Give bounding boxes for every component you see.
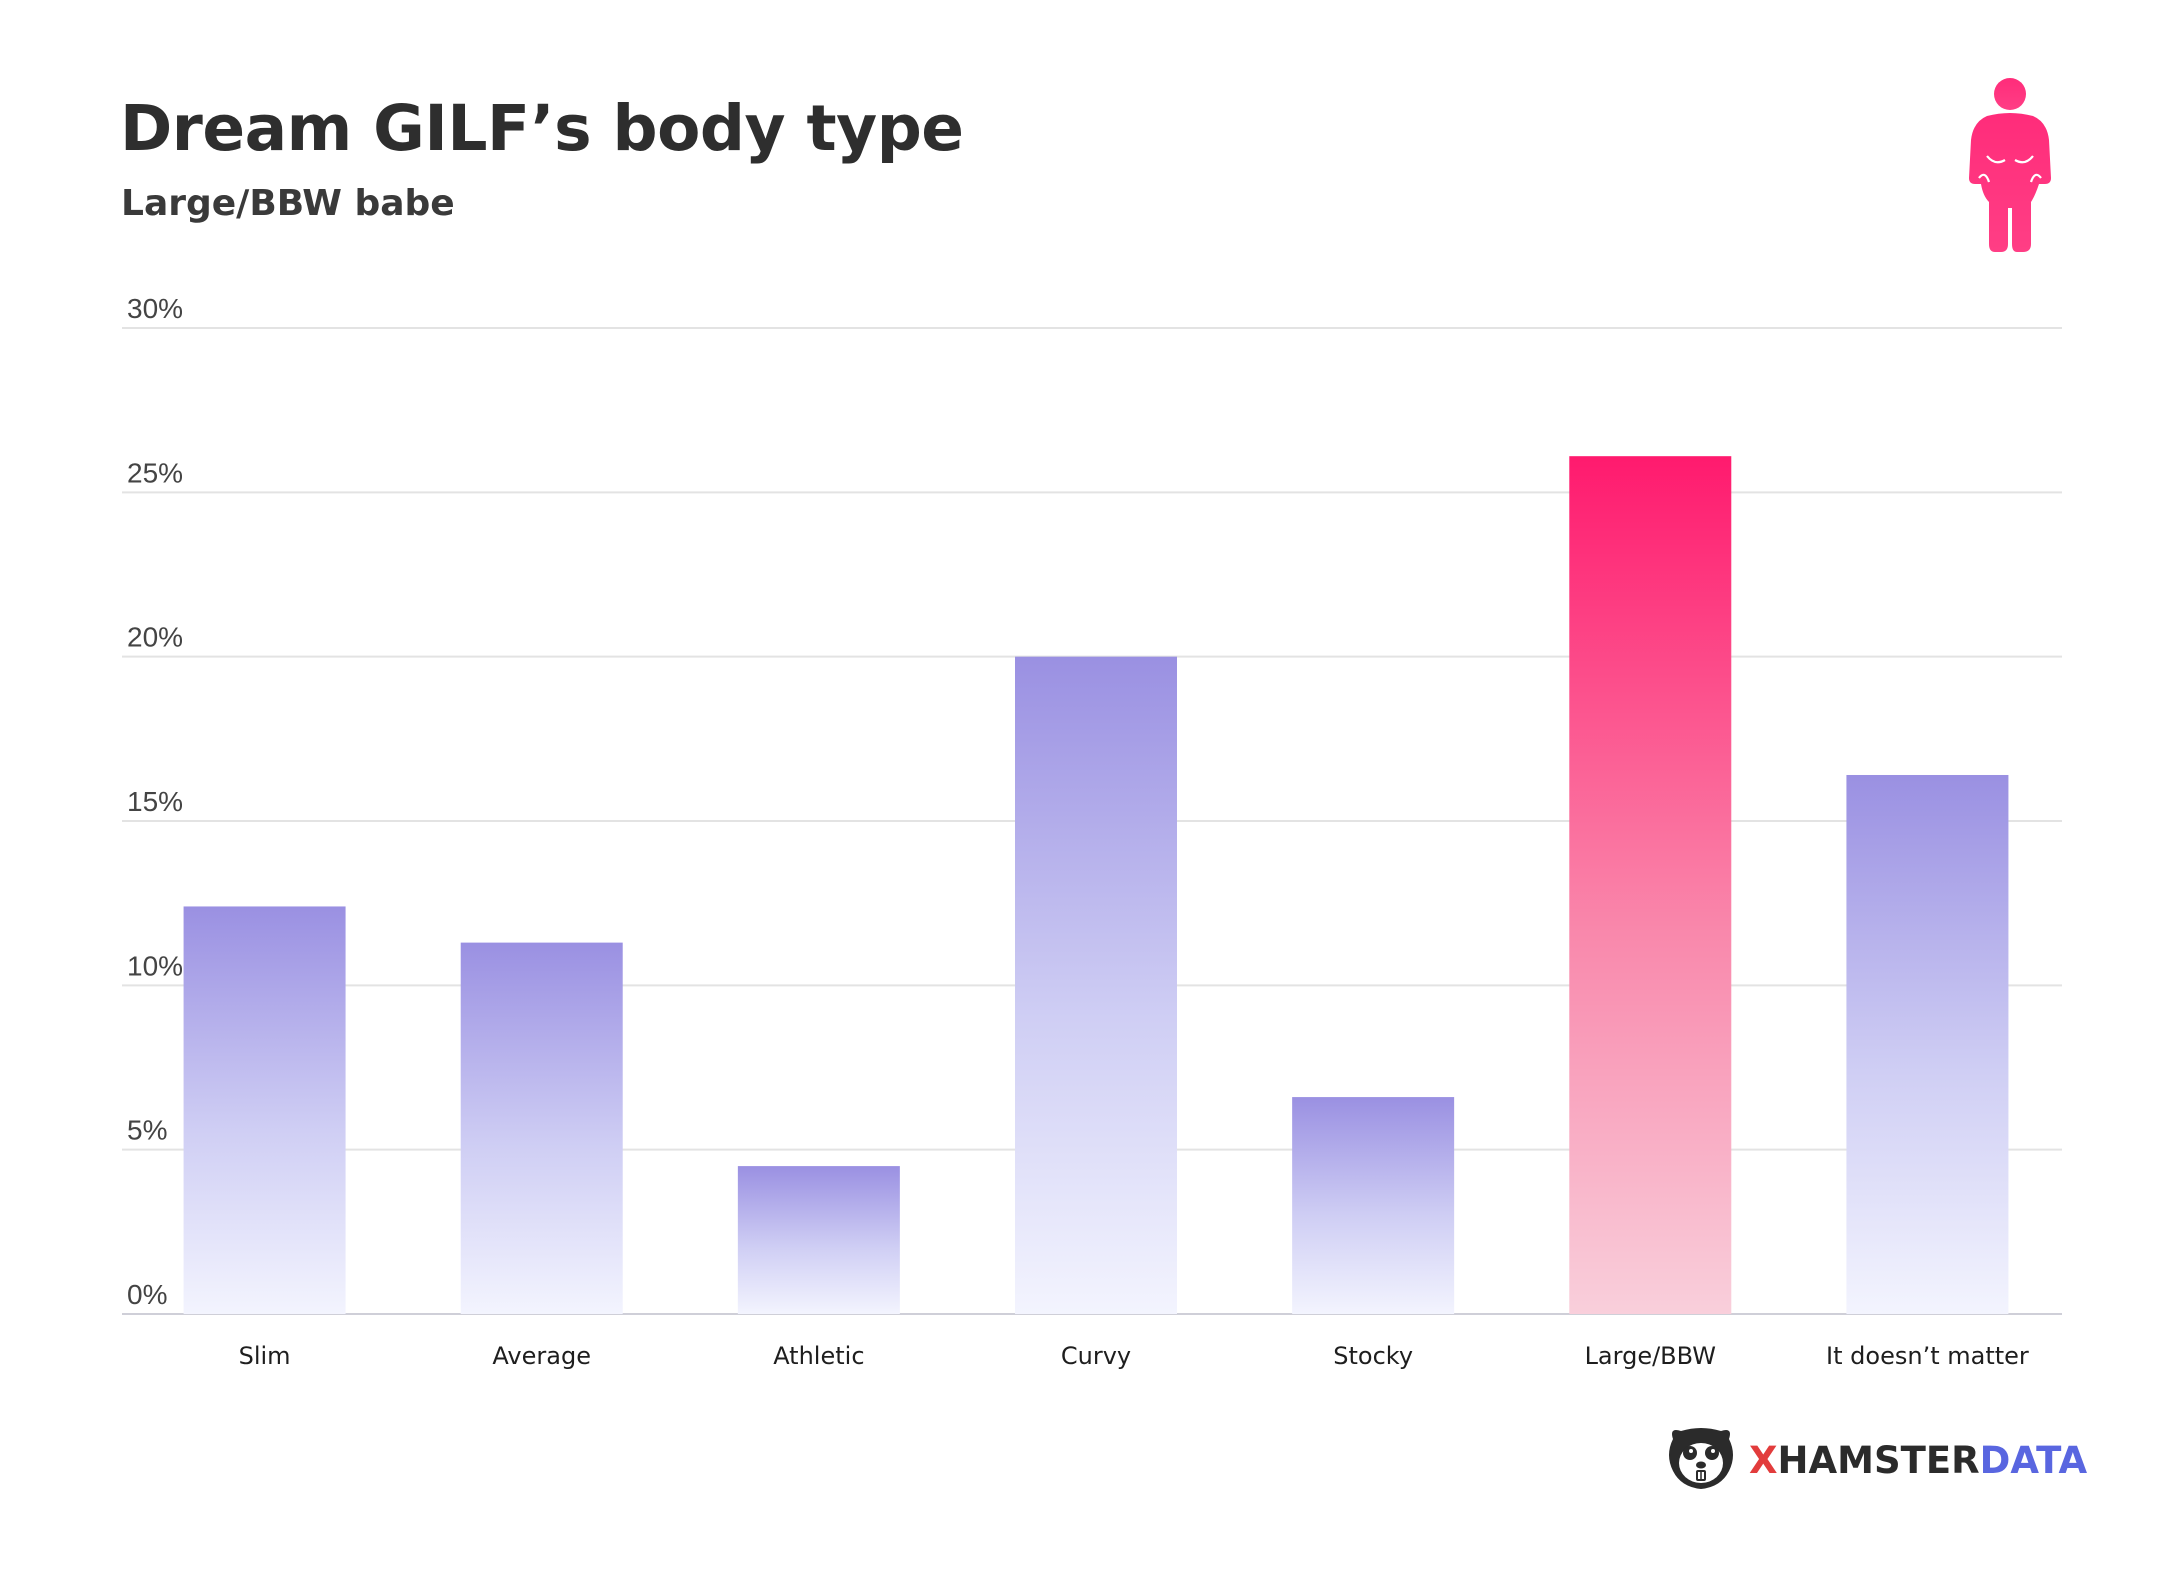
- bar-stocky: [1292, 1097, 1455, 1314]
- x-tick-label: It doesn’t matter: [1826, 1342, 2029, 1370]
- bar-it-doesn-t-matter: [1846, 774, 2009, 1314]
- x-tick-label: Athletic: [773, 1342, 864, 1370]
- hamster-logo-icon: [1665, 1425, 1737, 1496]
- y-tick-label: 15%: [127, 786, 183, 817]
- x-tick-label: Slim: [239, 1342, 291, 1370]
- y-tick-label: 10%: [127, 950, 183, 981]
- plus-size-woman-icon: [1965, 78, 2055, 258]
- bar-large-bbw: [1569, 456, 1732, 1314]
- bar-slim: [183, 906, 346, 1314]
- bar-curvy: [1015, 656, 1177, 1314]
- y-tick-label: 25%: [127, 457, 183, 488]
- y-tick-label: 30%: [127, 293, 183, 324]
- y-tick-label: 5%: [127, 1115, 167, 1146]
- x-tick-label: Large/BBW: [1585, 1342, 1716, 1370]
- xhamsterdata-logo[interactable]: XHAMSTERDATA: [1665, 1425, 2087, 1496]
- bar-athletic: [737, 1166, 900, 1314]
- y-tick-label: 20%: [127, 622, 183, 653]
- x-tick-label: Curvy: [1061, 1342, 1131, 1370]
- chart-title: Dream GILF’s body type: [120, 92, 964, 165]
- chart-subtitle: Large/BBW babe: [121, 183, 455, 224]
- bar-average: [460, 942, 623, 1314]
- y-tick-label: 0%: [127, 1279, 167, 1310]
- x-tick-label: Stocky: [1333, 1342, 1413, 1370]
- x-tick-label: Average: [492, 1342, 591, 1370]
- logo-wordmark: XHAMSTERDATA: [1749, 1439, 2088, 1482]
